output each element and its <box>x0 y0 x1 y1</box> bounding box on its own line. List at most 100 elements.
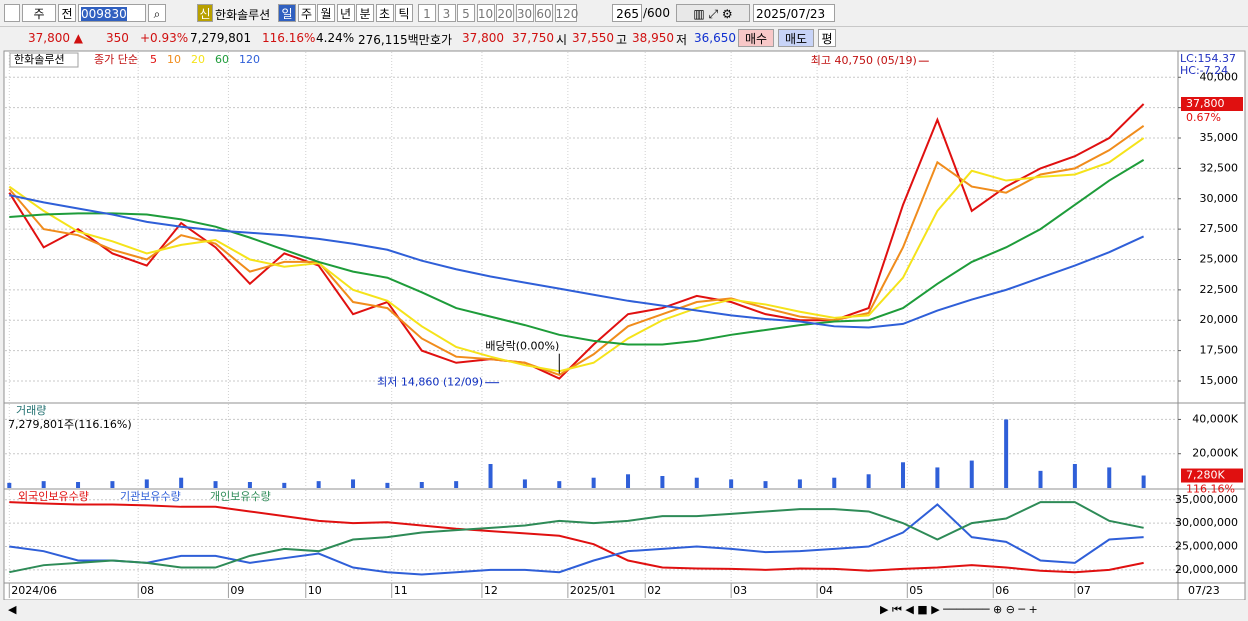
menu-icon[interactable] <box>4 4 20 22</box>
last-note: 116.16% <box>1186 483 1235 496</box>
volume-bar <box>832 477 837 488</box>
last-label: 7,280K <box>1186 469 1225 482</box>
volume-bar <box>213 481 218 488</box>
sell[interactable]: 매도 <box>778 29 814 47</box>
quote-item: 7,279,801 <box>190 31 252 45</box>
period[interactable]: 년 <box>336 4 355 22</box>
legend-entry: 120 <box>239 53 260 66</box>
period[interactable]: 일 <box>278 4 296 22</box>
tools[interactable]: ▥ ⤢ ⚙ <box>676 4 750 22</box>
quote-item: 호가 <box>430 33 453 47</box>
code-input[interactable]: 009830 <box>78 4 146 22</box>
period[interactable]: 월 <box>317 4 335 22</box>
volume-bar <box>969 460 974 488</box>
period[interactable]: 초 <box>375 4 394 22</box>
last-label: 37,800 <box>1186 97 1225 110</box>
annotation: 최고 40,750 (05/19) <box>811 54 917 67</box>
y-tick-label: 35,000,000 <box>1175 493 1238 506</box>
volume-bar <box>7 482 12 488</box>
quote-item: 38,950 <box>632 31 674 45</box>
volume-bar <box>419 482 424 488</box>
volume-bar <box>901 462 906 488</box>
period[interactable]: 틱 <box>395 4 413 22</box>
volume-bar <box>351 479 356 488</box>
period[interactable]: 주 <box>297 4 316 22</box>
legend-entry: 60 <box>215 53 229 66</box>
annotation: 배당락(0.00%) <box>485 340 559 353</box>
volume-bar <box>316 481 321 488</box>
quote-item: 37,550 <box>572 31 614 45</box>
toolbar: 주 전 009830 ⌕ 신 한화솔루션 일 주 월 년 분 초 틱 1 3 5 10 20 30 60 1… <box>0 0 1248 27</box>
quote-item: 저 <box>676 33 688 47</box>
y-tick-label: 40,000K <box>1192 412 1238 425</box>
volume-bar <box>179 477 184 488</box>
y-tick-label: 35,000 <box>1200 131 1239 144</box>
y-tick-label: 25,000 <box>1200 252 1239 265</box>
interval[interactable]: 1 <box>418 4 436 22</box>
period[interactable]: 분 <box>356 4 374 22</box>
series-line <box>8 125 1145 377</box>
annotation: 최저 14,860 (12/09) <box>377 376 483 389</box>
x-tick-label: 06 <box>995 584 1009 597</box>
volume-bar <box>110 481 115 488</box>
count[interactable]: 265 <box>612 4 642 22</box>
last-marker <box>1181 96 1243 111</box>
volume-bar <box>76 482 81 488</box>
volume-bar <box>144 479 149 488</box>
x-tick-label: 2024/06 <box>11 584 57 597</box>
quote-bar: 매수 매도 평 37,800 ▲ 350 +0.93% 7,279,801 116.16… <box>0 27 1248 49</box>
interval[interactable]: 5 <box>457 4 475 22</box>
market[interactable]: 주 <box>22 4 56 22</box>
corner-label: HC:-7.24 <box>1180 64 1228 77</box>
quote-item: 37,750 <box>512 31 554 45</box>
interval[interactable]: 10 <box>476 4 495 22</box>
quote-item: 116.16% <box>262 31 316 45</box>
y-tick-label: 20,000 <box>1200 313 1239 326</box>
volume-bar <box>488 464 493 488</box>
search[interactable]: ⌕ <box>148 4 166 22</box>
volume-bar <box>557 481 562 488</box>
interval[interactable]: 20 <box>496 4 514 22</box>
volume-bar <box>282 482 287 488</box>
quote-item: 4.24% <box>316 31 355 45</box>
y-tick-label: 40,000 <box>1200 70 1239 83</box>
y-tick-label: 22,500 <box>1200 283 1239 296</box>
new-badge[interactable]: 신 <box>197 4 213 22</box>
series-line <box>9 194 1145 329</box>
pane-subtitle: 7,279,801주(116.16%) <box>8 418 132 431</box>
quote-item: 37,800 <box>462 31 504 45</box>
interval[interactable]: 60 <box>535 4 553 22</box>
scroll-left[interactable]: ◀ <box>8 603 17 616</box>
pane-title: 거래량 <box>16 404 46 417</box>
volume-bar <box>454 481 459 488</box>
interval[interactable]: 30 <box>515 4 534 22</box>
prev[interactable]: 전 <box>58 4 76 22</box>
legend-subtitle: 종가 단순 <box>94 53 138 66</box>
y-tick-label: 32,500 <box>1200 161 1239 174</box>
x-tick-label: 03 <box>733 584 747 597</box>
scroll-controls[interactable]: ▶ ⏮ ◀ ■ ▶ ─────── ⊕ ⊖ ─ + <box>880 603 1038 616</box>
y-tick-label: 27,500 <box>1200 222 1239 235</box>
buy[interactable]: 매수 <box>738 29 774 47</box>
volume-bar <box>660 476 665 488</box>
volume-bar <box>797 479 802 488</box>
volume-bar <box>1004 419 1009 488</box>
avg[interactable]: 평 <box>818 29 836 47</box>
legend-entry: 외국인보유수량 <box>18 490 89 503</box>
x-end-label: 07/23 <box>1188 584 1220 597</box>
legend-title: 한화솔루션 <box>14 53 65 66</box>
date[interactable]: 2025/07/23 <box>753 4 835 22</box>
interval[interactable]: 120 <box>554 4 578 22</box>
interval[interactable]: 3 <box>437 4 456 22</box>
scrollbar[interactable] <box>0 600 1248 621</box>
series-line <box>9 501 1144 574</box>
x-tick-label: 08 <box>140 584 154 597</box>
series-line <box>8 103 1145 380</box>
quote-item: 350 <box>106 31 129 45</box>
x-tick-label: 12 <box>484 584 498 597</box>
corner-label: LC:154.37 <box>1180 52 1236 65</box>
max: /600 <box>643 6 670 20</box>
volume-bar <box>763 481 768 488</box>
series-line <box>8 137 1145 373</box>
